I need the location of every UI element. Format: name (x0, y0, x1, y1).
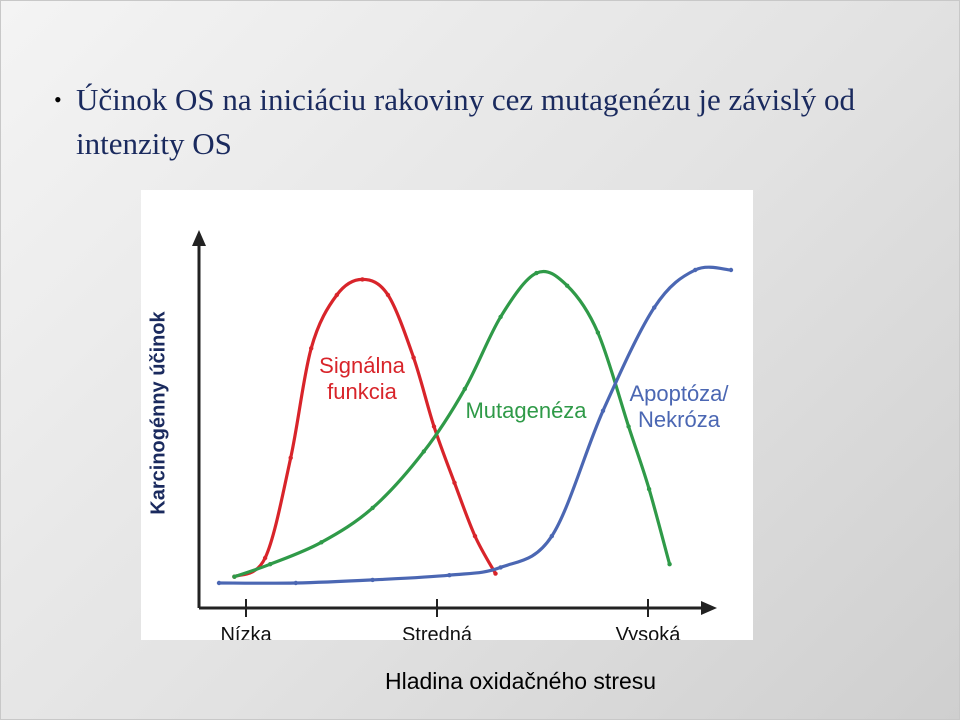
data-point (447, 573, 452, 578)
y-axis-arrowhead (192, 230, 206, 246)
data-point (309, 346, 314, 351)
data-point (268, 562, 273, 567)
data-point (334, 292, 339, 298)
x-tick-label: Nízka (220, 624, 272, 640)
data-point (232, 574, 237, 579)
data-point (452, 480, 457, 485)
y-axis-title: Karcinogénny účinok (147, 311, 170, 515)
series-line-1 (232, 277, 498, 579)
data-point (360, 277, 365, 282)
data-point (293, 580, 298, 586)
data-point (411, 355, 416, 360)
data-point (216, 580, 222, 586)
data-point (498, 314, 503, 320)
x-axis-title: Hladina oxidačného stresu (385, 668, 657, 694)
data-point (370, 577, 375, 583)
data-point (549, 533, 554, 539)
data-point (462, 386, 467, 392)
data-point (370, 505, 375, 511)
series-label-3: Apoptóza/Nekróza (629, 381, 729, 432)
x-tick-label: Vysoká (616, 624, 682, 640)
series-label-1: Signálna funkcia (319, 353, 405, 404)
data-point (493, 571, 498, 576)
data-point (626, 424, 631, 429)
data-point (262, 555, 268, 561)
series-line-2 (232, 269, 672, 579)
x-tick-label: Stredná (402, 624, 473, 640)
data-point (667, 562, 672, 567)
heading-line-2: intenzity OS (76, 126, 232, 161)
data-point (595, 330, 601, 335)
data-point (319, 540, 324, 545)
data-point (693, 267, 698, 273)
data-point (472, 533, 478, 539)
line-chart: Nízka Stredná Vysoká Signálna funkcia Mutage… (192, 230, 734, 640)
data-point (534, 270, 539, 276)
data-point (421, 449, 426, 454)
data-point (385, 292, 391, 298)
series-label-2: Mutagenéza (465, 398, 587, 423)
data-point (431, 424, 437, 429)
data-point (600, 408, 606, 413)
data-point (565, 283, 570, 288)
data-point (498, 565, 503, 570)
data-point (288, 455, 293, 460)
chart-panel: Nízka Stredná Vysoká Signálna funkcia Mutage… (141, 190, 753, 640)
bullet-marker: • (54, 87, 62, 112)
slide-heading: • Účinok OS na iniciáciu rakoviny cez mu… (54, 78, 934, 166)
data-point (646, 486, 652, 492)
series-line-3 (217, 265, 733, 585)
heading-line-1: Účinok OS na iniciáciu rakoviny cez muta… (76, 82, 856, 117)
data-point (728, 267, 734, 273)
x-axis-arrowhead (701, 601, 717, 615)
y-axis-title-wrap: Karcinogénny účinok (144, 290, 174, 536)
data-point (652, 305, 657, 310)
